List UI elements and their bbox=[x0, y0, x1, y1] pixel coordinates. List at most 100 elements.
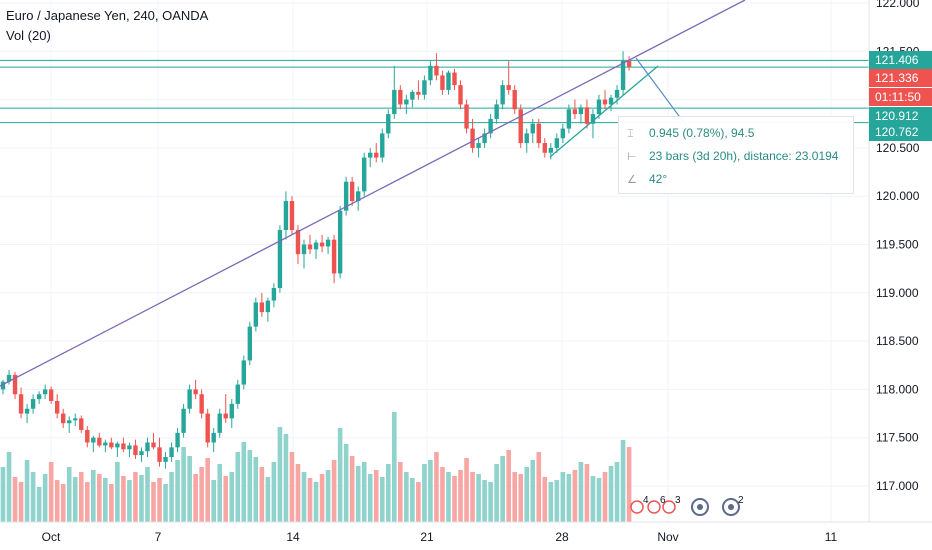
candle-body bbox=[410, 91, 415, 100]
volume-indicator-label[interactable]: Vol (20) bbox=[6, 28, 51, 43]
candle-body bbox=[500, 85, 505, 105]
volume-bar bbox=[343, 444, 349, 522]
volume-bar bbox=[512, 472, 517, 522]
candle-body bbox=[590, 114, 596, 124]
volume-bar bbox=[361, 462, 367, 522]
economic-event-count: 2 bbox=[738, 495, 744, 506]
candle-body bbox=[169, 447, 174, 458]
candle-body bbox=[163, 457, 168, 462]
volume-bar bbox=[283, 434, 289, 522]
volume-bar bbox=[109, 484, 114, 522]
candle-body bbox=[283, 201, 289, 231]
volume-bar bbox=[590, 476, 596, 522]
angle-icon: ∠ bbox=[627, 174, 637, 186]
y-tick-label: 119.500 bbox=[876, 238, 919, 252]
volume-bar bbox=[0, 467, 6, 522]
volume-bar bbox=[464, 458, 469, 522]
volume-bar bbox=[458, 470, 463, 522]
candle-body bbox=[620, 60, 626, 90]
volume-bar bbox=[193, 474, 198, 522]
volume-bar bbox=[367, 474, 373, 522]
candle-body bbox=[572, 109, 578, 115]
candle-body bbox=[494, 104, 499, 119]
price-axis[interactable]: 117.000 117.500 118.000 118.500 119.000 119.5… bbox=[876, 0, 920, 493]
volume-bar bbox=[91, 470, 96, 522]
volume-bar bbox=[337, 428, 343, 522]
volume-bar bbox=[6, 452, 12, 522]
candle-body bbox=[440, 75, 445, 90]
volume-bar bbox=[482, 480, 487, 522]
volume-bar bbox=[42, 474, 48, 522]
candle-body bbox=[247, 326, 253, 361]
volume-bar bbox=[602, 472, 608, 522]
volume-bar bbox=[307, 478, 313, 522]
y-tick-label: 118.500 bbox=[876, 334, 919, 348]
candle-body bbox=[319, 242, 325, 247]
candle-body bbox=[476, 143, 481, 148]
candle-body bbox=[289, 201, 295, 231]
volume-bar bbox=[355, 466, 361, 522]
countdown-label: 01:11:50 bbox=[869, 88, 932, 106]
event-badge-count: 6 bbox=[660, 495, 666, 506]
volume-bar bbox=[434, 452, 439, 522]
grid-lines bbox=[0, 0, 869, 522]
measure-bars-distance: 23 bars (3d 20h), distance: 23.0194 bbox=[649, 149, 839, 163]
candle-body bbox=[422, 80, 427, 95]
volume-bar bbox=[560, 472, 566, 522]
volume-bar bbox=[36, 487, 42, 522]
candle-body bbox=[67, 420, 72, 424]
volume-bar bbox=[446, 472, 451, 522]
candle-body bbox=[536, 123, 541, 144]
event-badge-circle[interactable] bbox=[662, 500, 676, 514]
candle-body bbox=[398, 89, 403, 105]
volume-bar bbox=[494, 464, 499, 522]
volume-bar bbox=[175, 460, 180, 522]
candle-body bbox=[85, 429, 90, 443]
volume-bar bbox=[30, 472, 36, 522]
candle-body bbox=[602, 99, 608, 105]
candle-body bbox=[54, 400, 60, 414]
volume-bars bbox=[0, 412, 632, 522]
volume-bar bbox=[488, 482, 493, 522]
candle-body bbox=[530, 123, 535, 134]
volume-bar bbox=[211, 480, 216, 522]
candle-body bbox=[518, 109, 523, 144]
measure-price-row: ⌶ 0.945 (0.78%), 94.5 bbox=[627, 123, 754, 143]
candle-body bbox=[6, 374, 12, 382]
candle-body bbox=[380, 133, 385, 158]
volume-bar bbox=[60, 484, 66, 522]
chart-legend: Euro / Japanese Yen, 240, OANDA Vol (20) bbox=[6, 6, 208, 46]
channel-line[interactable] bbox=[549, 65, 659, 158]
volume-bar bbox=[66, 467, 72, 522]
volume-bar bbox=[506, 450, 511, 522]
candle-body bbox=[277, 230, 283, 288]
volume-bar bbox=[205, 458, 210, 522]
candle-body bbox=[554, 138, 560, 148]
trendline[interactable] bbox=[0, 0, 746, 387]
event-badge-circle[interactable] bbox=[630, 500, 644, 514]
candle-body bbox=[265, 300, 271, 313]
volume-bar bbox=[241, 442, 247, 522]
volume-bar bbox=[48, 462, 54, 522]
symbol-title[interactable]: Euro / Japanese Yen, 240, OANDA bbox=[6, 8, 209, 23]
volume-bar bbox=[548, 482, 554, 522]
candle-body bbox=[307, 244, 313, 250]
candle-body bbox=[259, 302, 265, 313]
candle-body bbox=[223, 413, 228, 419]
time-axis[interactable]: Oct 7 14 21 28 Nov 11 bbox=[42, 530, 838, 544]
candle-body bbox=[368, 152, 373, 158]
y-tick-label: 118.000 bbox=[876, 382, 919, 396]
candle-body bbox=[506, 85, 511, 90]
event-badge-circle[interactable] bbox=[647, 500, 661, 514]
volume-bar bbox=[169, 472, 174, 522]
candle-body bbox=[331, 239, 337, 274]
candle-body bbox=[596, 99, 602, 115]
y-tick-label: 119.000 bbox=[876, 286, 919, 300]
candle-body bbox=[193, 389, 198, 395]
price-range-icon: ⌶ bbox=[627, 128, 634, 140]
volume-bar bbox=[289, 452, 295, 522]
volume-bar bbox=[385, 464, 391, 522]
x-tick-label: Oct bbox=[42, 530, 61, 544]
